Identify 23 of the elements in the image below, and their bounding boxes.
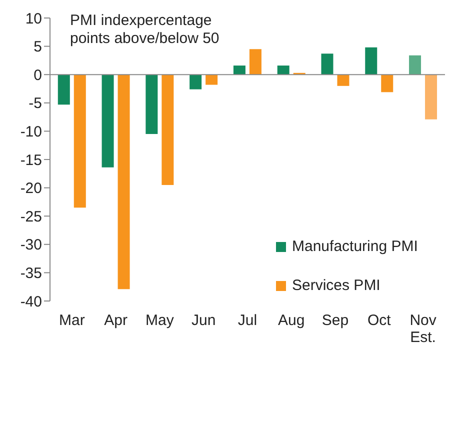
legend-label: Manufacturing PMI bbox=[292, 238, 418, 255]
y-tick-label: -15 bbox=[20, 152, 42, 169]
x-tick-label: Apr bbox=[104, 312, 128, 329]
y-tick-label: 5 bbox=[34, 38, 42, 56]
y-tick-label: -20 bbox=[20, 180, 42, 198]
y-tick-label: -30 bbox=[20, 236, 42, 254]
x-tick-label: Sep bbox=[322, 312, 349, 329]
y-tick-label: -40 bbox=[20, 293, 42, 310]
x-tick-label: Nov Est. bbox=[410, 312, 437, 346]
y-tick-label: -5 bbox=[28, 95, 42, 112]
y-tick-label: -35 bbox=[20, 265, 42, 282]
y-tick-label: 0 bbox=[34, 66, 42, 84]
y-tick-label: -10 bbox=[20, 124, 42, 141]
legend-label: Services PMI bbox=[292, 277, 380, 294]
y-tick-label: -25 bbox=[20, 208, 42, 226]
y-axis-title: PMI indexpercentage points above/below 50 bbox=[70, 12, 220, 48]
x-tick-label: Jun bbox=[192, 312, 216, 329]
y-tick-label: 10 bbox=[25, 10, 42, 28]
x-tick-label: Jul bbox=[238, 312, 258, 329]
x-tick-label: Aug bbox=[278, 312, 305, 329]
x-tick-label: May bbox=[146, 312, 174, 329]
x-tick-label: Mar bbox=[59, 312, 85, 329]
x-tick-label: Oct bbox=[367, 312, 392, 329]
